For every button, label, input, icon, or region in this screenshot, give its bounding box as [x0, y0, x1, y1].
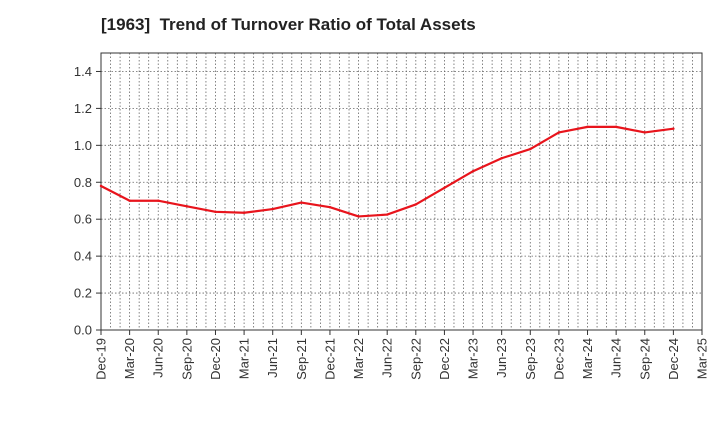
y-tick-label: 0.6 — [74, 212, 92, 227]
x-tick-label: Jun-23 — [494, 338, 509, 378]
x-tick-label: Dec-19 — [94, 338, 109, 380]
x-tick-label: Sep-21 — [294, 338, 309, 380]
data-point — [185, 205, 189, 208]
x-tick-label: Jun-21 — [265, 338, 280, 378]
data-point — [357, 215, 360, 218]
x-tick-label: Mar-23 — [466, 338, 481, 379]
data-point — [471, 169, 475, 173]
plot-frame — [100, 52, 703, 331]
y-tick-label: 0.8 — [74, 175, 92, 190]
x-tick-label: Sep-23 — [523, 338, 538, 380]
data-point — [157, 199, 160, 202]
x-tick-label: Mar-25 — [695, 338, 710, 379]
x-tick-label: Jun-22 — [380, 338, 395, 378]
data-point — [214, 210, 217, 214]
x-tick-label: Dec-21 — [322, 338, 337, 380]
x-tick-label: Sep-24 — [637, 338, 652, 380]
data-point — [328, 205, 332, 209]
x-tick-label: Dec-20 — [208, 338, 223, 380]
data-point — [500, 157, 503, 160]
data-point — [443, 186, 446, 190]
x-tick-label: Mar-24 — [580, 338, 595, 379]
y-tick-label: 0.2 — [74, 286, 92, 301]
data-point — [643, 131, 646, 134]
data-point — [614, 125, 618, 129]
data-point — [99, 184, 103, 188]
data-point — [414, 203, 418, 206]
data-point — [529, 147, 532, 151]
data-point — [385, 213, 389, 216]
data-point — [557, 131, 561, 134]
x-tick-label: Jun-20 — [151, 338, 166, 378]
x-tick-label: Mar-20 — [122, 338, 137, 379]
x-tick-label: Dec-23 — [551, 338, 566, 380]
y-tick-label: 0.0 — [74, 323, 92, 338]
data-point — [672, 127, 675, 130]
x-tick-label: Dec-24 — [666, 338, 681, 380]
x-tick-label: Jun-24 — [609, 338, 624, 378]
data-point — [242, 211, 246, 214]
y-tick-label: 1.4 — [74, 64, 92, 79]
x-tick-label: Dec-22 — [437, 338, 452, 380]
data-point — [128, 199, 131, 202]
y-tick-label: 1.2 — [74, 101, 92, 116]
plot-area — [101, 53, 702, 330]
data-point — [300, 201, 303, 204]
chart-title: [1963] Trend of Turnover Ratio of Total … — [101, 15, 476, 34]
x-tick-label: Sep-20 — [179, 338, 194, 380]
x-tick-label: Mar-21 — [237, 338, 252, 379]
data-point — [271, 207, 274, 211]
x-tick-label: Mar-22 — [351, 338, 366, 379]
x-tick-label: Sep-22 — [408, 338, 423, 380]
y-tick-label: 1.0 — [74, 138, 92, 153]
data-point — [586, 125, 589, 129]
y-tick-label: 0.4 — [74, 249, 92, 264]
